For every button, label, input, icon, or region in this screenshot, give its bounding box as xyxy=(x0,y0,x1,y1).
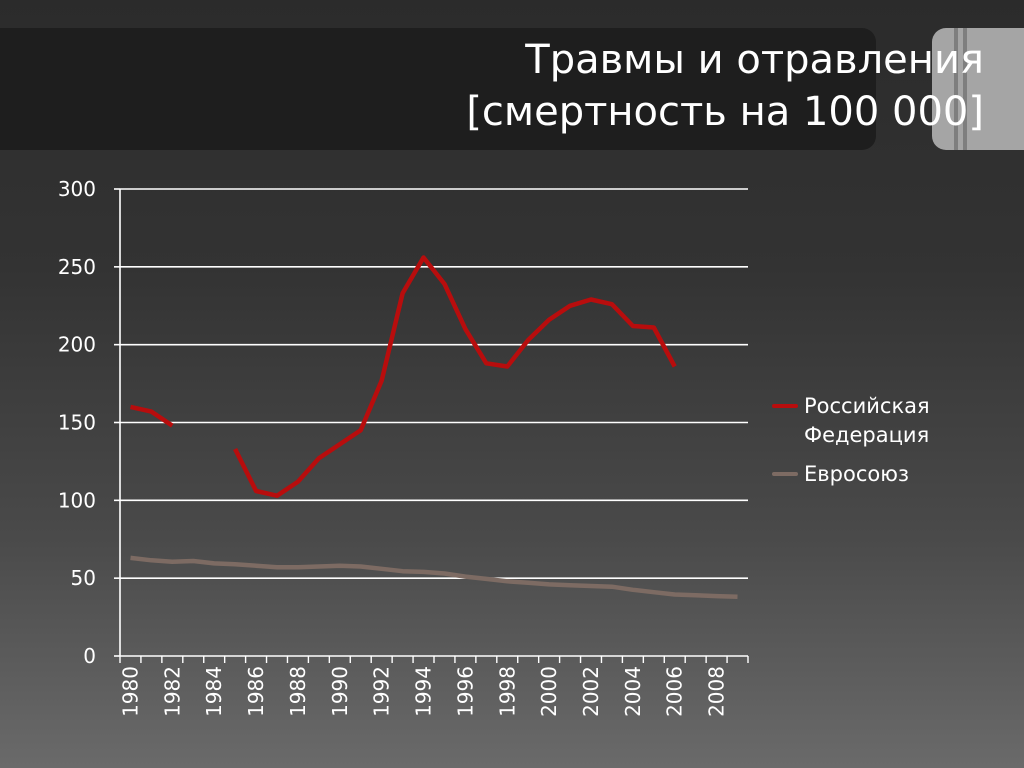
y-tick-label: 0 xyxy=(83,644,96,668)
title-bar xyxy=(0,28,876,150)
x-tick-label: 1988 xyxy=(286,666,310,717)
accent-stripe xyxy=(954,28,958,150)
x-tick-label: 1996 xyxy=(453,666,477,717)
title-bar-accent xyxy=(932,28,1024,150)
legend-item-eu: Евросоюз xyxy=(772,460,1024,489)
x-tick-label: 1992 xyxy=(370,666,394,717)
x-tick-label: 1986 xyxy=(244,666,268,717)
x-tick-label: 1998 xyxy=(495,666,519,717)
x-tick-label: 1994 xyxy=(412,666,436,717)
slide-title-line-2: [смертность на 100 000] xyxy=(466,89,984,135)
legend-item-russia: Российская Федерация xyxy=(772,392,1024,450)
slide-title-line-1: Травмы и отравления xyxy=(525,37,984,83)
slide-title: Травмы и отравления [смертность на 100 0… xyxy=(184,34,984,138)
y-tick-label: 200 xyxy=(58,333,96,357)
x-tick-label: 1984 xyxy=(202,666,226,717)
x-tick-label: 1982 xyxy=(160,666,184,717)
x-tick-label: 2006 xyxy=(663,666,687,717)
legend-label-eu: Евросоюз xyxy=(804,462,910,486)
x-tick-label: 2004 xyxy=(621,666,645,717)
x-tick-label: 2000 xyxy=(537,666,561,717)
y-tick-label: 300 xyxy=(58,177,96,201)
accent-stripe xyxy=(963,28,967,150)
legend-swatch-eu xyxy=(772,472,798,476)
y-tick-label: 50 xyxy=(71,566,96,590)
x-tick-label: 2002 xyxy=(579,666,603,717)
y-tick-label: 150 xyxy=(58,411,96,435)
x-tick-label: 2008 xyxy=(705,666,729,717)
legend-label-russia: Российская Федерация xyxy=(804,394,930,447)
legend-swatch-russia xyxy=(772,404,798,408)
series-line-russia xyxy=(130,255,677,498)
x-tick-label: 1980 xyxy=(118,666,142,717)
y-tick-label: 100 xyxy=(58,488,96,512)
series-line-eu xyxy=(130,555,738,600)
y-tick-label: 250 xyxy=(58,255,96,279)
x-tick-label: 1990 xyxy=(328,666,352,717)
